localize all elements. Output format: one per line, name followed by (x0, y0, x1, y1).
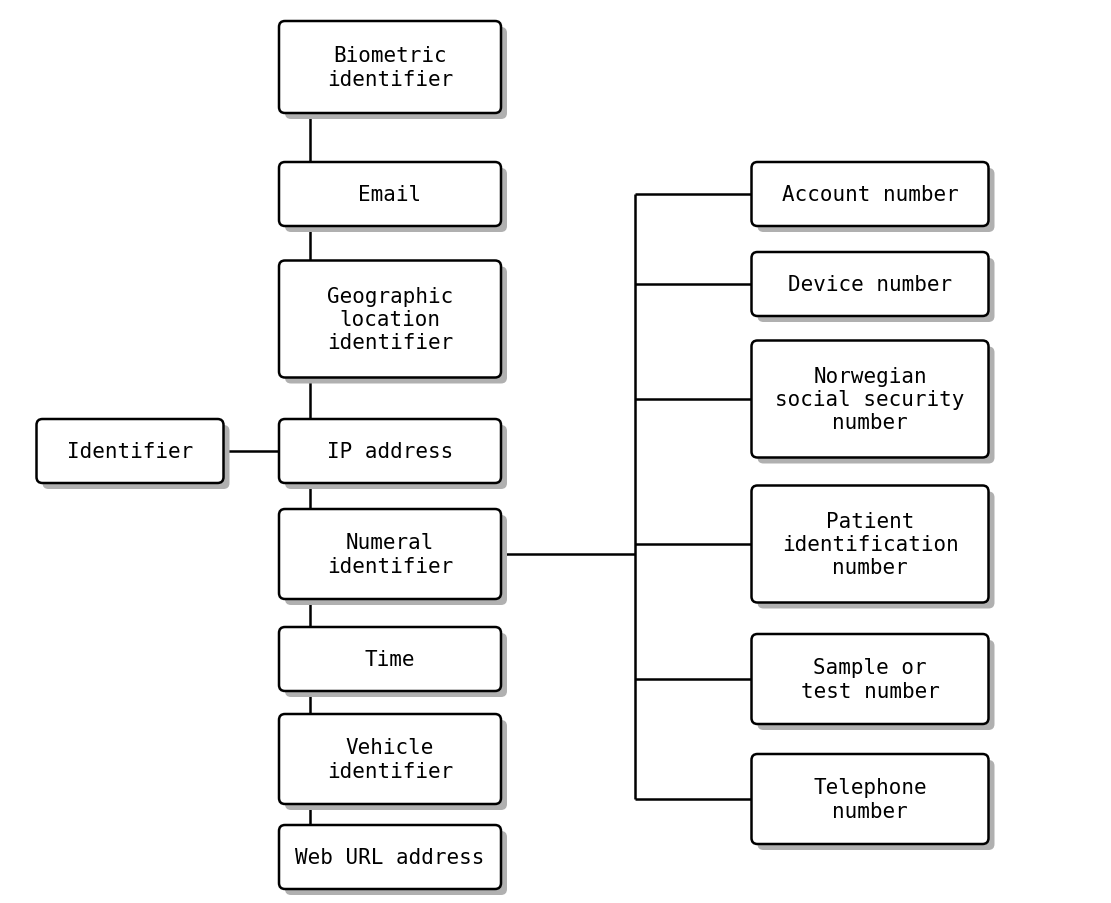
FancyBboxPatch shape (279, 825, 501, 889)
FancyBboxPatch shape (279, 714, 501, 804)
FancyBboxPatch shape (279, 420, 501, 483)
Text: Device number: Device number (788, 275, 952, 294)
FancyBboxPatch shape (286, 28, 507, 120)
Text: Identifier: Identifier (67, 442, 193, 461)
FancyBboxPatch shape (279, 509, 501, 600)
Text: Sample or
test number: Sample or test number (801, 657, 940, 701)
FancyBboxPatch shape (758, 760, 994, 850)
FancyBboxPatch shape (751, 253, 989, 317)
Text: Vehicle
identifier: Vehicle identifier (327, 738, 453, 781)
Text: IP address: IP address (327, 442, 453, 461)
FancyBboxPatch shape (279, 628, 501, 691)
Text: Account number: Account number (782, 185, 959, 205)
FancyBboxPatch shape (286, 516, 507, 605)
FancyBboxPatch shape (286, 169, 507, 233)
FancyBboxPatch shape (758, 492, 994, 609)
FancyBboxPatch shape (751, 486, 989, 603)
FancyBboxPatch shape (758, 347, 994, 464)
FancyBboxPatch shape (751, 341, 989, 458)
FancyBboxPatch shape (279, 261, 501, 378)
FancyBboxPatch shape (751, 754, 989, 844)
Text: Email: Email (359, 185, 421, 205)
FancyBboxPatch shape (758, 169, 994, 233)
FancyBboxPatch shape (279, 163, 501, 227)
FancyBboxPatch shape (279, 22, 501, 114)
Text: Patient
identification
number: Patient identification number (782, 511, 959, 578)
FancyBboxPatch shape (42, 425, 230, 489)
FancyBboxPatch shape (286, 267, 507, 384)
Text: Norwegian
social security
number: Norwegian social security number (775, 367, 964, 433)
FancyBboxPatch shape (286, 721, 507, 810)
FancyBboxPatch shape (37, 420, 223, 483)
FancyBboxPatch shape (751, 634, 989, 724)
FancyBboxPatch shape (286, 831, 507, 895)
Text: Biometric
identifier: Biometric identifier (327, 46, 453, 89)
Text: Web URL address: Web URL address (296, 847, 484, 867)
Text: Telephone
number: Telephone number (813, 777, 927, 821)
FancyBboxPatch shape (286, 425, 507, 489)
Text: Time: Time (364, 649, 416, 669)
Text: Geographic
location
identifier: Geographic location identifier (327, 286, 453, 353)
FancyBboxPatch shape (758, 259, 994, 322)
FancyBboxPatch shape (751, 163, 989, 227)
FancyBboxPatch shape (286, 633, 507, 697)
Text: Numeral
identifier: Numeral identifier (327, 533, 453, 576)
FancyBboxPatch shape (758, 640, 994, 731)
